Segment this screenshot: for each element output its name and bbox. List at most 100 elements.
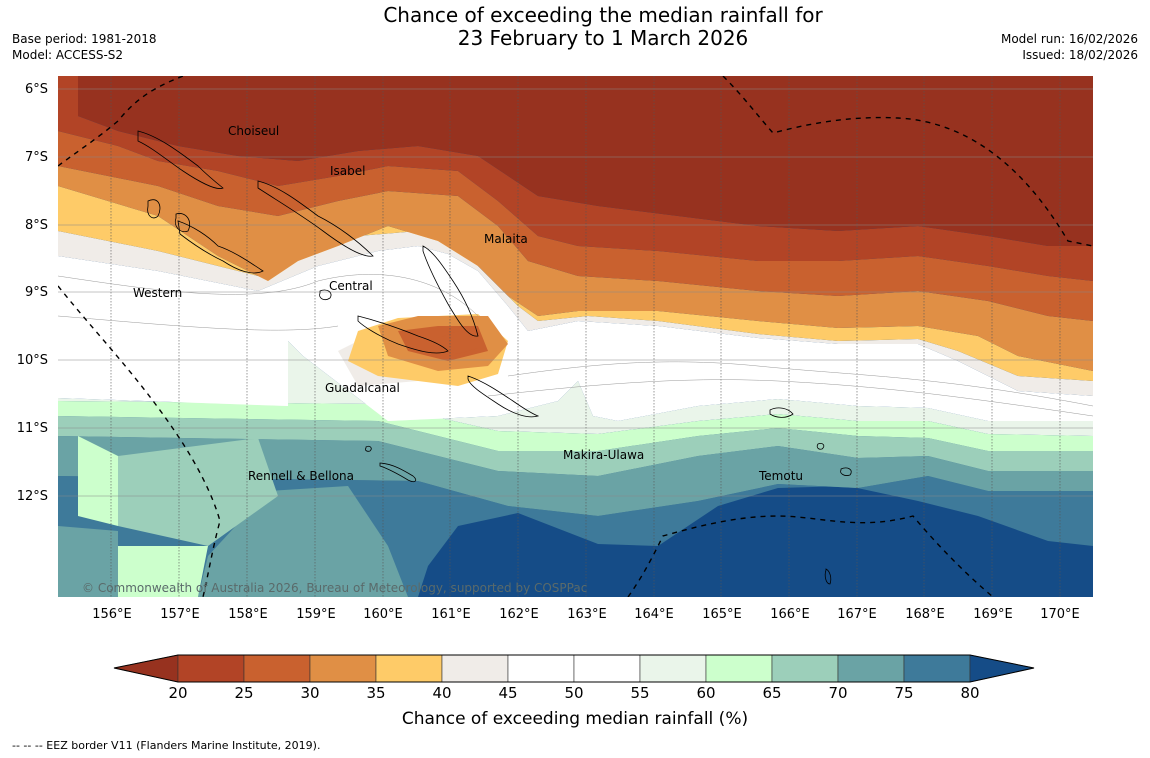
colorbar-cell <box>903 654 971 683</box>
band-60-65 <box>58 401 1093 597</box>
colorbar-tick: 50 <box>564 684 584 702</box>
rainfall-map: Choiseul Isabel Malaita Western Central … <box>58 76 1093 597</box>
lat-label: 8°S <box>24 218 48 233</box>
colorbar-tick: 35 <box>366 684 386 702</box>
band-35-40 <box>58 186 1093 386</box>
colorbar-tick: 20 <box>168 684 188 702</box>
band-30-35 <box>58 166 1093 371</box>
base-period: Base period: 1981-2018 <box>12 32 157 46</box>
colorbar-cell <box>837 654 905 683</box>
model-name: Model: ACCESS-S2 <box>12 48 124 62</box>
colorbar-cell <box>375 654 443 683</box>
eez-legend-note: -- -- -- EEZ border V11 (Flanders Marine… <box>12 739 321 752</box>
colorbar-cell <box>507 654 575 683</box>
central-islands <box>319 289 332 301</box>
model-run: Model run: 16/02/2026 <box>1000 32 1138 46</box>
lon-label: 164°E <box>634 607 674 622</box>
lat-label: 9°S <box>24 285 48 300</box>
title-line-1: Chance of exceeding the median rainfall … <box>383 3 823 27</box>
choiseul-island <box>137 130 224 189</box>
contour-lines <box>58 274 1093 417</box>
colorbar-outline <box>113 654 1035 683</box>
band-below-20 <box>78 76 1093 246</box>
western-islands-1 <box>147 199 161 219</box>
colorbar-tick: 30 <box>300 684 320 702</box>
colorbar-tick: 60 <box>696 684 716 702</box>
colorbar-cell <box>309 654 377 683</box>
lat-label: 12°S <box>16 489 48 504</box>
isabel-island <box>257 180 374 257</box>
colorbar-cell <box>573 654 641 683</box>
lon-label: 167°E <box>837 607 877 622</box>
region-label-isabel: Isabel <box>330 164 365 178</box>
region-label-choiseul: Choiseul <box>228 124 279 138</box>
new-georgia-group <box>177 220 264 274</box>
lon-label: 165°E <box>702 607 742 622</box>
colorbar-tick: 55 <box>630 684 650 702</box>
colorbar-tick: 75 <box>894 684 914 702</box>
colorbar-cell <box>639 654 707 683</box>
lon-label: 168°E <box>905 607 945 622</box>
lon-label: 166°E <box>770 607 810 622</box>
band-20-25 <box>58 76 1093 281</box>
band-45-55 <box>58 246 1093 421</box>
region-label-temotu: Temotu <box>758 469 803 483</box>
colorbar-tick: 40 <box>432 684 452 702</box>
band-55-60 <box>58 341 1093 436</box>
eez-border <box>58 76 1093 597</box>
metadata-left: Base period: 1981-2018 Model: ACCESS-S2 <box>12 31 157 63</box>
rennell-island <box>379 462 417 483</box>
santa-cruz-island <box>769 407 794 418</box>
colorbar-label: Chance of exceeding median rainfall (%) <box>401 709 749 729</box>
band-70-75 <box>58 436 1093 597</box>
colorbar <box>113 654 1035 683</box>
lon-label: 169°E <box>973 607 1013 622</box>
lon-label: 157°E <box>160 607 200 622</box>
colorbar-cell <box>243 654 311 683</box>
issued-date: Issued: 18/02/2026 <box>1022 48 1138 62</box>
lon-label: 159°E <box>296 607 336 622</box>
colorbar-tick: 65 <box>762 684 782 702</box>
colorbar-tick: 25 <box>234 684 254 702</box>
makira-island <box>467 375 540 418</box>
band-65-70 <box>58 416 1093 546</box>
temotu-island-small <box>816 443 825 450</box>
lat-label: 11°S <box>16 421 48 436</box>
region-label-central: Central <box>329 279 373 293</box>
colorbar-cell <box>441 654 509 683</box>
metadata-right: Model run: 16/02/2026 Issued: 18/02/2026 <box>1001 31 1138 63</box>
region-label-western: Western <box>133 286 182 300</box>
region-label-guadalcanal: Guadalcanal <box>325 381 400 395</box>
title-line-2: 23 February to 1 March 2026 <box>457 26 749 50</box>
lon-label: 162°E <box>499 607 539 622</box>
lon-label: 163°E <box>567 607 607 622</box>
bellona-island <box>364 445 372 452</box>
lon-label: 158°E <box>228 607 268 622</box>
copyright-notice: © Commonwealth of Australia 2026, Bureau… <box>82 581 587 595</box>
western-islands-2 <box>174 213 191 233</box>
lon-label: 170°E <box>1040 607 1080 622</box>
region-label-malaita: Malaita <box>484 232 528 246</box>
temotu-island-east <box>840 467 852 476</box>
colorbar-cell <box>113 654 179 683</box>
colorbar-tick: 45 <box>498 684 518 702</box>
region-label-rennell: Rennell & Bellona <box>248 469 354 483</box>
tikopia-island <box>824 568 832 585</box>
guadalcanal-island <box>357 315 449 354</box>
band-25-30 <box>58 131 1093 361</box>
lat-label: 6°S <box>24 82 48 97</box>
lon-label: 160°E <box>363 607 403 622</box>
malaita-island <box>422 245 479 337</box>
lon-label: 161°E <box>431 607 471 622</box>
map-title: Chance of exceeding the median rainfall … <box>0 4 1150 50</box>
region-label-makira: Makira-Ulawa <box>563 448 644 462</box>
colorbar-cell <box>771 654 839 683</box>
lat-label: 7°S <box>24 150 48 165</box>
lon-label: 156°E <box>92 607 132 622</box>
islands <box>137 130 852 585</box>
colorbar-cell <box>705 654 773 683</box>
colorbar-tick: 80 <box>960 684 980 702</box>
colorbar-tick: 70 <box>828 684 848 702</box>
lat-lines <box>58 88 1093 497</box>
low-blob <box>438 331 478 354</box>
